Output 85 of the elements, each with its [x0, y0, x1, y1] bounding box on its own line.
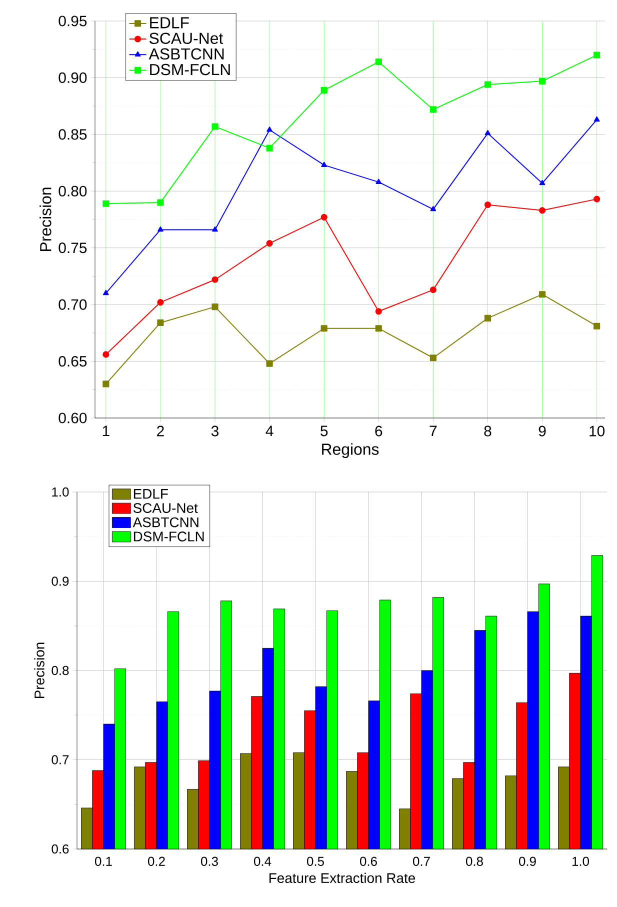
- x-tick-label: 0.5: [307, 856, 324, 866]
- x-tick-label: 2: [157, 426, 164, 436]
- point: [212, 226, 218, 232]
- y-tick-label: 0.70: [58, 299, 87, 310]
- legend-label: SCAU-Net: [133, 503, 198, 513]
- point: [102, 200, 110, 207]
- point: [594, 196, 600, 202]
- point: [538, 291, 546, 298]
- x-tick-label: 0.1: [95, 856, 112, 866]
- x-tick-label: 9: [538, 426, 546, 436]
- point: [594, 116, 600, 122]
- y-tick-label: 0.95: [58, 16, 87, 26]
- point: [320, 86, 328, 94]
- point: [430, 354, 436, 362]
- y-tick-label: 1.0: [52, 487, 69, 497]
- x-axis-title: Regions: [322, 443, 379, 458]
- x-tick-label: 3: [211, 426, 219, 436]
- point: [320, 325, 328, 332]
- point: [484, 130, 491, 136]
- point: [376, 178, 382, 184]
- legend-label: ASBTCNN: [132, 517, 198, 528]
- point: [266, 144, 273, 152]
- point: [102, 290, 109, 296]
- y-tick-label: 0.9: [52, 576, 69, 586]
- y-tick-label: 0.90: [58, 72, 87, 83]
- point: [266, 126, 272, 132]
- point: [320, 214, 328, 221]
- point: [157, 199, 164, 206]
- point: [102, 351, 110, 358]
- x-tick-label: 1: [102, 426, 110, 436]
- point: [430, 206, 436, 212]
- point: [594, 52, 600, 58]
- x-tick-label: 0.8: [466, 856, 483, 866]
- y-tick-label: 0.6: [52, 844, 69, 854]
- y-tick-label: 0.8: [52, 666, 69, 676]
- x-tick-label: 6: [375, 426, 382, 436]
- point: [212, 304, 218, 310]
- x-tick-label: 0.7: [413, 856, 430, 866]
- point: [484, 201, 492, 208]
- x-axis-title: Feature Extraction Rate: [269, 872, 416, 884]
- point: [321, 162, 328, 167]
- y-tick-label: 0.7: [52, 755, 69, 764]
- point: [430, 286, 436, 294]
- legend-label: DSM-FCLN: [150, 64, 230, 76]
- x-tick-label: 0.3: [201, 856, 218, 866]
- legend-label: EDLF: [134, 489, 168, 499]
- x-tick-label: 0.2: [148, 856, 165, 866]
- y-tick-label: 0.80: [58, 186, 87, 196]
- point: [212, 123, 218, 130]
- x-tick-label: 8: [484, 426, 492, 436]
- x-tick-label: 7: [430, 426, 437, 436]
- x-tick-label: 0.9: [519, 856, 536, 866]
- point: [212, 276, 218, 283]
- x-tick-label: 5: [320, 426, 328, 436]
- legend-label: DSM-FCLN: [134, 532, 204, 542]
- point: [484, 314, 492, 322]
- x-tick-label: 4: [266, 426, 274, 436]
- point: [538, 207, 546, 214]
- x-tick-label: 0.4: [254, 856, 272, 866]
- point: [158, 226, 164, 232]
- x-tick-label: 1.0: [572, 856, 590, 866]
- point: [430, 106, 436, 113]
- point: [102, 380, 110, 388]
- y-axis-title: Precision: [34, 642, 44, 698]
- legend-label: EDLF: [150, 17, 189, 28]
- y-tick-label: 0.75: [58, 242, 87, 254]
- point: [266, 360, 273, 367]
- x-tick-label: 10: [590, 426, 605, 436]
- y-tick-label: 0.85: [58, 129, 87, 140]
- legend-label: ASBTCNN: [148, 48, 224, 60]
- point: [375, 58, 382, 66]
- point: [157, 319, 164, 326]
- point: [484, 81, 492, 88]
- y-axis-title: Precision: [40, 188, 52, 251]
- point: [266, 240, 273, 247]
- x-tick-label: 0.6: [360, 856, 377, 866]
- point: [375, 325, 382, 332]
- point: [594, 322, 600, 330]
- point: [539, 180, 546, 186]
- y-tick-label: 0.60: [58, 412, 87, 424]
- point: [538, 78, 546, 84]
- legend-label: SCAU-Net: [150, 32, 224, 44]
- point: [375, 308, 382, 315]
- point: [157, 299, 164, 306]
- y-tick-label: 0.65: [58, 356, 87, 367]
